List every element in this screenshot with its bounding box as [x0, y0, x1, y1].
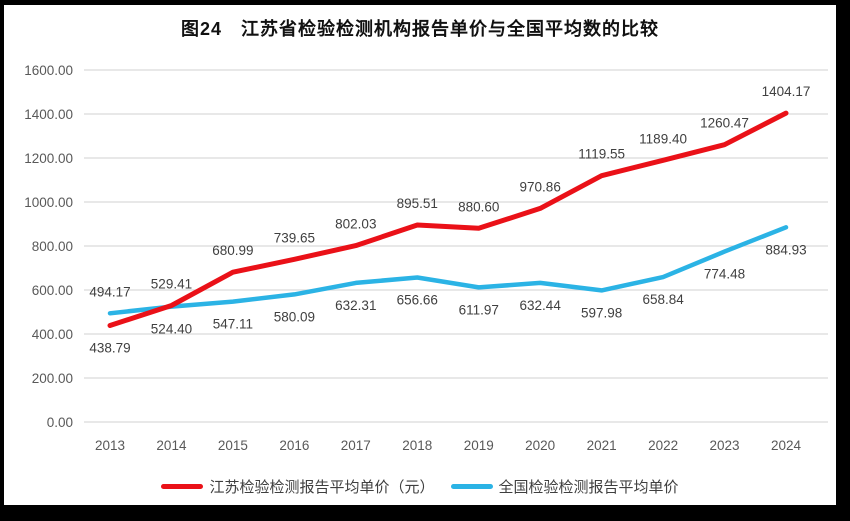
y-tick-label: 1200.00 [24, 151, 73, 166]
data-label: 739.65 [274, 230, 315, 245]
data-label: 1119.55 [578, 147, 625, 162]
data-label: 1189.40 [639, 131, 687, 146]
data-label: 438.79 [89, 340, 130, 355]
data-label: 597.98 [581, 305, 622, 320]
x-tick-label: 2018 [402, 438, 432, 453]
legend-label-national: 全国检验检测报告平均单价 [498, 479, 679, 496]
x-tick-label: 2023 [710, 438, 740, 453]
data-label: 658.84 [642, 292, 684, 307]
data-label: 1260.47 [700, 116, 749, 131]
data-label: 524.40 [151, 322, 192, 337]
data-label: 970.86 [520, 179, 561, 194]
chart-legend: 江苏检验检测报告平均单价（元） 全国检验检测报告平均单价 [4, 476, 836, 497]
data-label: 680.99 [212, 243, 253, 258]
data-label: 547.11 [213, 317, 253, 332]
x-tick-label: 2021 [587, 438, 617, 453]
y-tick-label: 800.00 [32, 239, 73, 254]
data-label: 632.31 [335, 298, 376, 313]
y-tick-label: 400.00 [32, 327, 73, 342]
data-label: 774.48 [704, 267, 745, 282]
legend-item-national: 全国检验检测报告平均单价 [450, 476, 679, 497]
x-tick-label: 2020 [525, 438, 555, 453]
data-label: 529.41 [151, 277, 192, 292]
x-tick-label: 2022 [648, 438, 678, 453]
legend-label-jiangsu: 江苏检验检测报告平均单价（元） [209, 479, 435, 496]
series-line-jiangsu [107, 110, 789, 328]
y-tick-label: 600.00 [32, 283, 73, 298]
chart-title: 图24 江苏省检验检测机构报告单价与全国平均数的比较 [180, 19, 660, 39]
line-chart-plot-area: 0.00 200.00 400.00 600.00 800.00 1000.00 1200.… [24, 63, 828, 453]
data-label: 884.93 [765, 242, 806, 257]
x-tick-label: 2013 [95, 438, 125, 453]
legend-blue-line-swatch [450, 484, 493, 489]
data-label: 1404.17 [762, 84, 811, 99]
y-tick-label: 0.00 [47, 415, 73, 430]
y-tick-label: 1000.00 [24, 195, 73, 210]
data-label: 632.44 [520, 298, 562, 313]
legend-red-line-swatch [161, 484, 204, 489]
x-tick-label: 2015 [218, 438, 248, 453]
data-label: 580.09 [274, 309, 315, 324]
legend-item-jiangsu: 江苏检验检测报告平均单价（元） [161, 476, 435, 497]
data-label: 802.03 [335, 217, 376, 232]
x-tick-label: 2017 [341, 438, 371, 453]
x-tick-label: 2014 [156, 438, 187, 453]
x-tick-label: 2016 [279, 438, 309, 453]
data-label: 611.97 [459, 302, 499, 317]
data-label: 880.60 [458, 199, 499, 214]
y-tick-label: 1400.00 [24, 107, 73, 122]
chart-canvas: 图24 江苏省检验检测机构报告单价与全国平均数的比较 0.00 200.00 400… [4, 5, 836, 505]
series-line-national [107, 225, 789, 316]
x-tick-label: 2024 [771, 438, 802, 453]
data-label: 494.17 [89, 284, 130, 299]
y-tick-label: 1600.00 [24, 63, 73, 78]
x-tick-label: 2019 [464, 438, 494, 453]
y-tick-label: 200.00 [32, 371, 73, 386]
data-label: 656.66 [397, 293, 438, 308]
data-label: 895.51 [397, 196, 438, 211]
